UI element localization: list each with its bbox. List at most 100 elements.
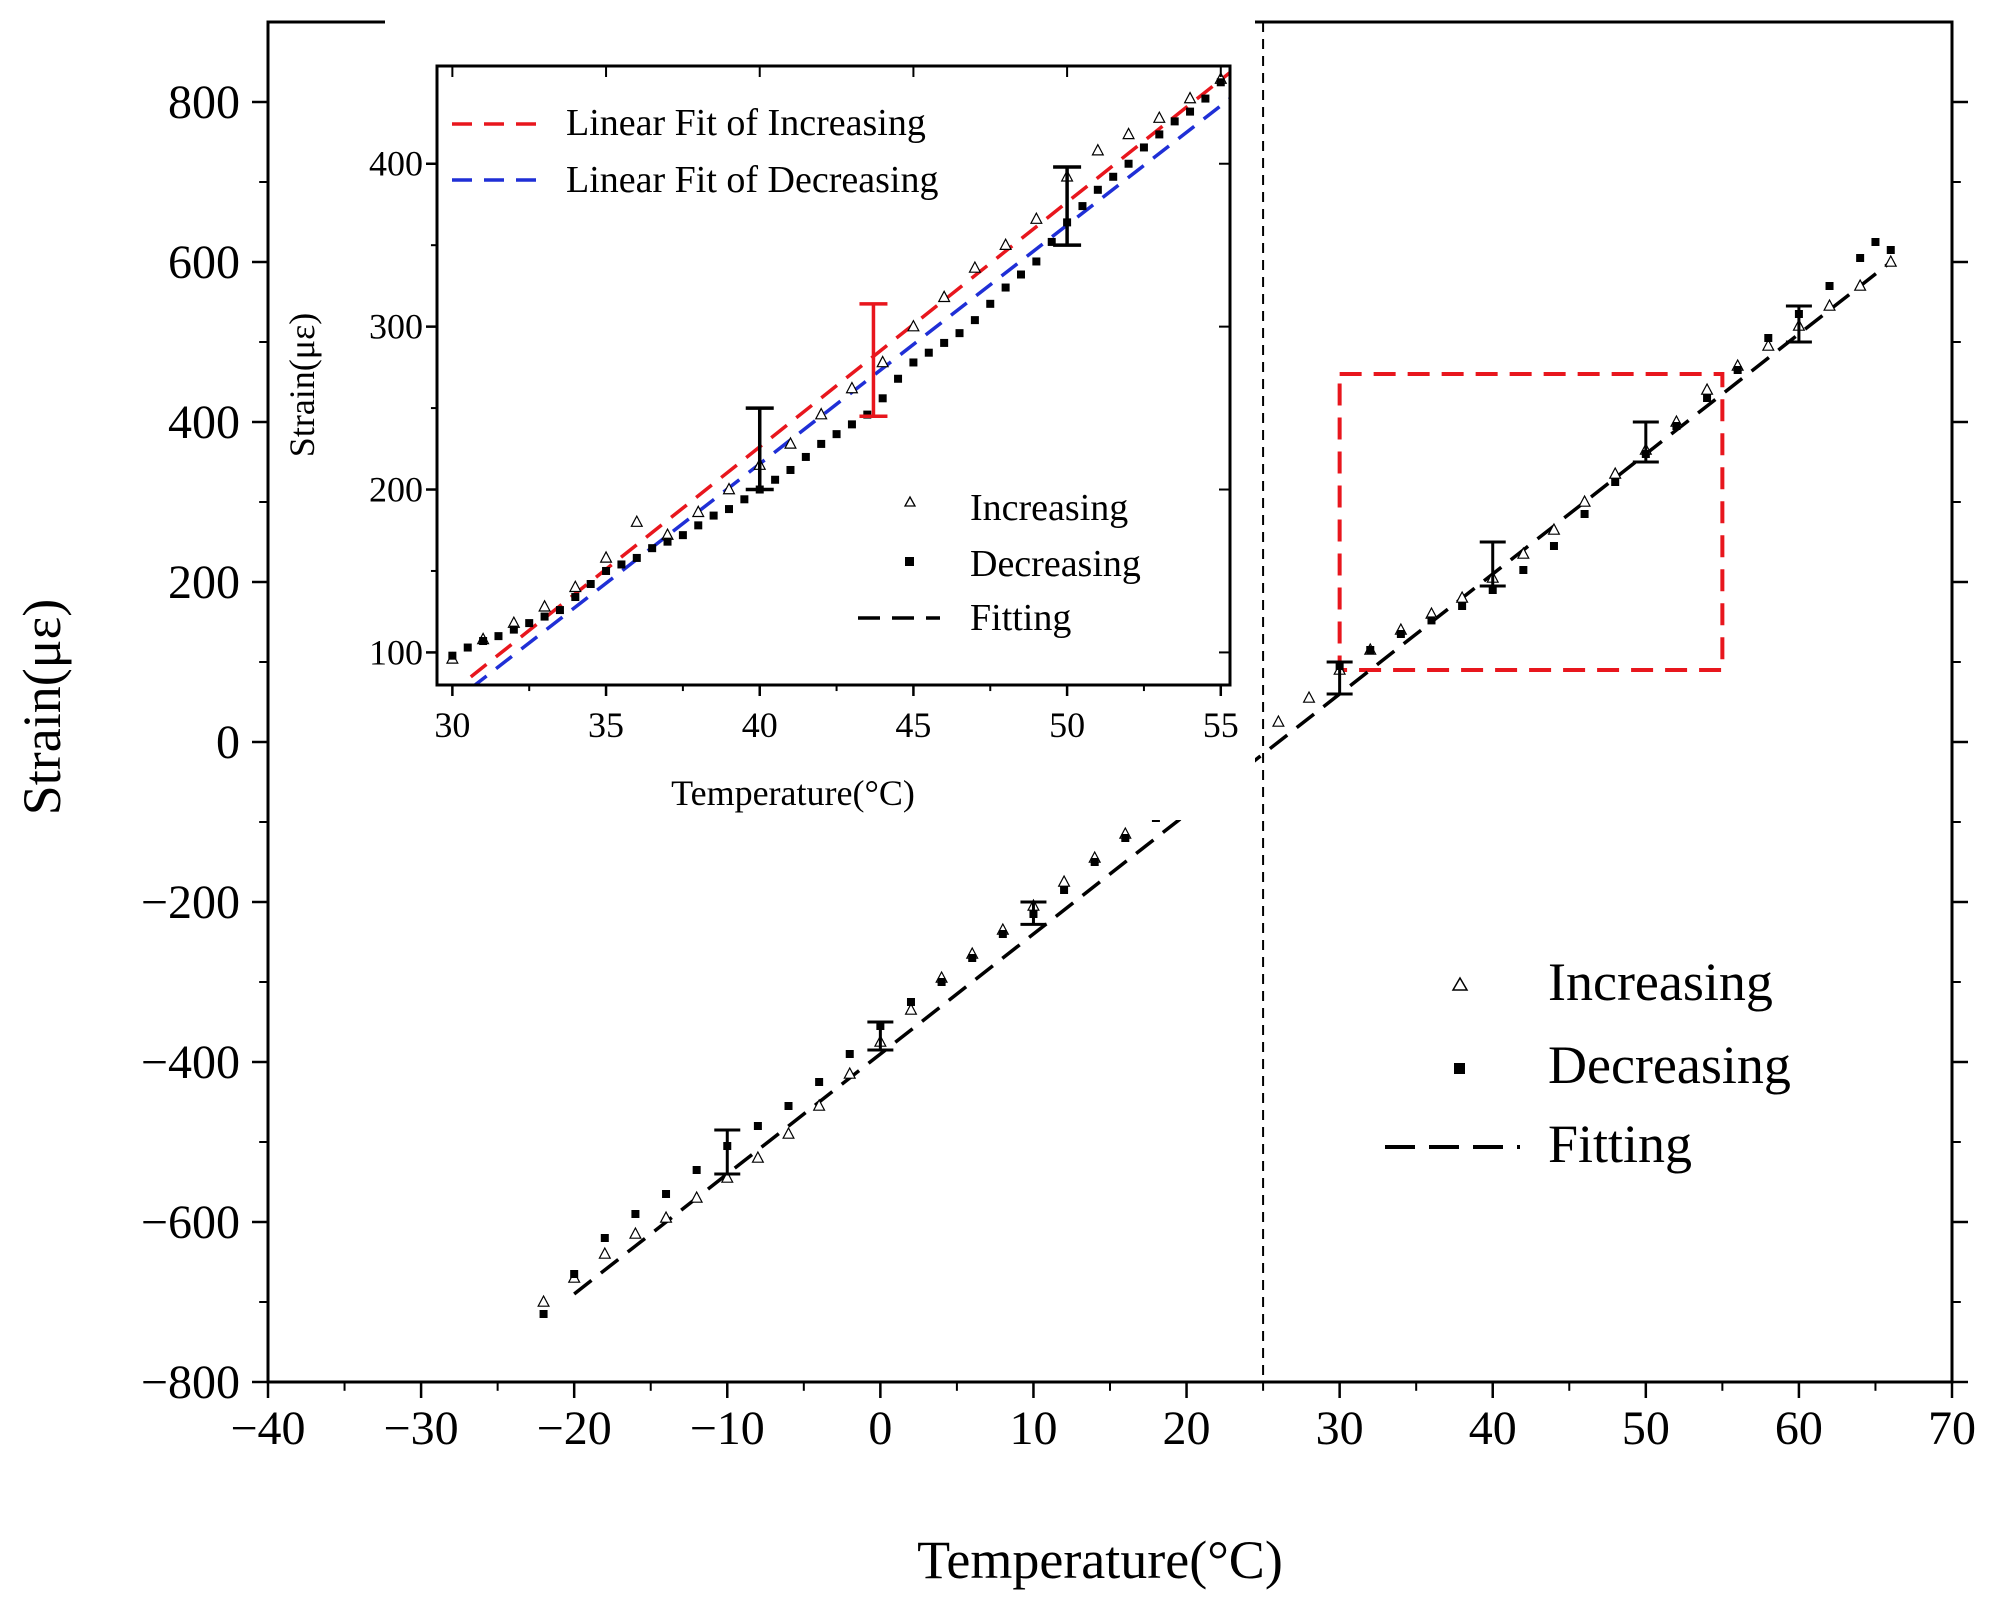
- main-point-increasing: [1761, 338, 1775, 351]
- main-legend-increasing-label: Increasing: [1548, 952, 1773, 1012]
- main-x-tick-label: 70: [1928, 1402, 1976, 1455]
- main-point-decreasing: [1764, 334, 1773, 342]
- main-point-decreasing: [815, 1078, 824, 1086]
- main-chart: −40 −30 −20 −10 0 10 20 30 40 50 60 70 −800 −600 −400 −…: [12, 20, 1976, 1590]
- main-point-increasing: [751, 1150, 765, 1163]
- main-point-increasing: [1547, 522, 1561, 535]
- main-y-tick-label: −600: [141, 1196, 240, 1249]
- inset-x-tick-label: 35: [588, 705, 624, 745]
- main-point-decreasing: [1090, 858, 1099, 866]
- inset-point-decreasing: [771, 475, 780, 484]
- inset-point-increasing: [999, 237, 1013, 250]
- inset-x-tick-label: 30: [434, 705, 470, 745]
- inset-error-bar: [859, 302, 888, 418]
- main-legend: Increasing Decreasing Fitting: [1385, 952, 1791, 1174]
- inset-legend-increasing: Increasing: [903, 487, 1128, 529]
- inset-point-decreasing: [847, 420, 856, 429]
- main-x-tick-label: −10: [690, 1402, 765, 1455]
- main-reference-layer: [1262, 22, 1725, 1382]
- main-point-increasing: [782, 1126, 795, 1139]
- inset-point-increasing: [568, 579, 582, 593]
- inset-point-decreasing: [1201, 94, 1210, 103]
- inset-point-decreasing: [494, 632, 503, 641]
- main-legend-increasing-marker: [1451, 976, 1469, 991]
- inset-point-decreasing: [709, 511, 718, 520]
- main-point-increasing: [1823, 298, 1836, 311]
- main-y-tick-label: −400: [141, 1036, 240, 1089]
- inset-x-tick-label: 45: [895, 705, 931, 745]
- inset-y-tick-label: 100: [369, 632, 423, 672]
- main-point-decreasing: [1427, 616, 1436, 625]
- inset-point-decreasing: [1016, 270, 1025, 279]
- main-point-decreasing: [1366, 646, 1375, 654]
- main-legend-decreasing-label: Decreasing: [1548, 1035, 1791, 1095]
- main-point-increasing: [690, 1190, 704, 1203]
- inset-point-decreasing: [1093, 185, 1102, 194]
- main-x-tick-label: 0: [868, 1402, 892, 1455]
- inset-point-decreasing: [632, 553, 641, 562]
- main-point-increasing: [1853, 278, 1867, 291]
- main-error-bar: [1632, 420, 1659, 464]
- main-y-tick-label: 200: [168, 556, 240, 609]
- main-point-decreasing: [1611, 478, 1620, 486]
- main-point-increasing: [1302, 690, 1316, 703]
- main-point-increasing: [1884, 254, 1898, 267]
- main-x-tick-label: 60: [1775, 1402, 1823, 1455]
- inset-point-decreasing: [1047, 237, 1056, 246]
- inset-legend-fitting: Fitting: [858, 597, 1071, 639]
- main-point-increasing: [659, 1210, 673, 1223]
- main-x-tick-label: −20: [537, 1402, 612, 1455]
- inset-series-group: [445, 71, 1230, 685]
- main-point-increasing: [1272, 714, 1285, 727]
- inset-point-decreasing: [909, 358, 918, 367]
- main-y-tick-label: 0: [216, 716, 240, 769]
- inset-point-decreasing: [479, 637, 488, 646]
- inset-point-decreasing: [1155, 130, 1164, 139]
- main-point-decreasing: [1886, 246, 1895, 254]
- inset-point-increasing: [1152, 110, 1166, 123]
- main-point-decreasing: [1856, 254, 1865, 262]
- inset-point-decreasing: [801, 452, 810, 461]
- main-point-increasing: [720, 1170, 734, 1183]
- inset-point-decreasing: [586, 580, 595, 589]
- main-y-axis-label: Strain(με): [12, 599, 72, 816]
- inset-legend-fit-decreasing: Linear Fit of Decreasing: [452, 159, 938, 201]
- main-point-decreasing: [1488, 586, 1497, 594]
- inset-point-decreasing: [970, 316, 979, 325]
- main-x-tick-label: 20: [1163, 1402, 1211, 1455]
- inset-point-increasing: [1122, 127, 1135, 140]
- main-x-tick-label: 50: [1622, 1402, 1670, 1455]
- inset-point-increasing: [814, 407, 828, 420]
- inset-point-decreasing: [1078, 202, 1087, 211]
- main-x-tick-label: −40: [230, 1402, 305, 1455]
- main-y-tick-label: −800: [141, 1356, 240, 1409]
- main-error-bar: [714, 1128, 741, 1176]
- main-point-decreasing: [753, 1122, 762, 1130]
- inset-point-increasing: [784, 436, 797, 449]
- inset-point-increasing: [845, 381, 859, 394]
- main-point-increasing: [1516, 546, 1530, 559]
- main-point-decreasing: [1458, 602, 1467, 610]
- main-point-increasing: [537, 1294, 550, 1307]
- main-legend-fitting: Fitting: [1385, 1114, 1692, 1174]
- inset-point-increasing: [907, 319, 920, 332]
- inset-legend-decreasing-marker: [905, 557, 914, 566]
- inset-point-decreasing: [571, 593, 580, 602]
- inset-point-decreasing: [663, 537, 672, 546]
- main-point-increasing: [629, 1226, 642, 1239]
- main-point-decreasing: [1121, 834, 1130, 842]
- inset-point-increasing: [1183, 91, 1197, 104]
- inset-legend-increasing-label: Increasing: [970, 487, 1128, 529]
- inset-y-tick-label: 400: [369, 144, 423, 184]
- inset-point-decreasing: [1216, 78, 1225, 87]
- main-point-increasing: [904, 1002, 918, 1015]
- main-legend-decreasing-marker: [1454, 1063, 1465, 1074]
- inset-point-decreasing: [648, 544, 657, 553]
- inset-error-bar: [1053, 165, 1082, 247]
- main-point-decreasing: [845, 1050, 854, 1058]
- main-point-increasing: [1057, 874, 1071, 887]
- inset-plot-frame: [435, 64, 1232, 687]
- inset-point-decreasing: [555, 606, 564, 615]
- inset-line-linear-fit-of-increasing: [469, 71, 1230, 679]
